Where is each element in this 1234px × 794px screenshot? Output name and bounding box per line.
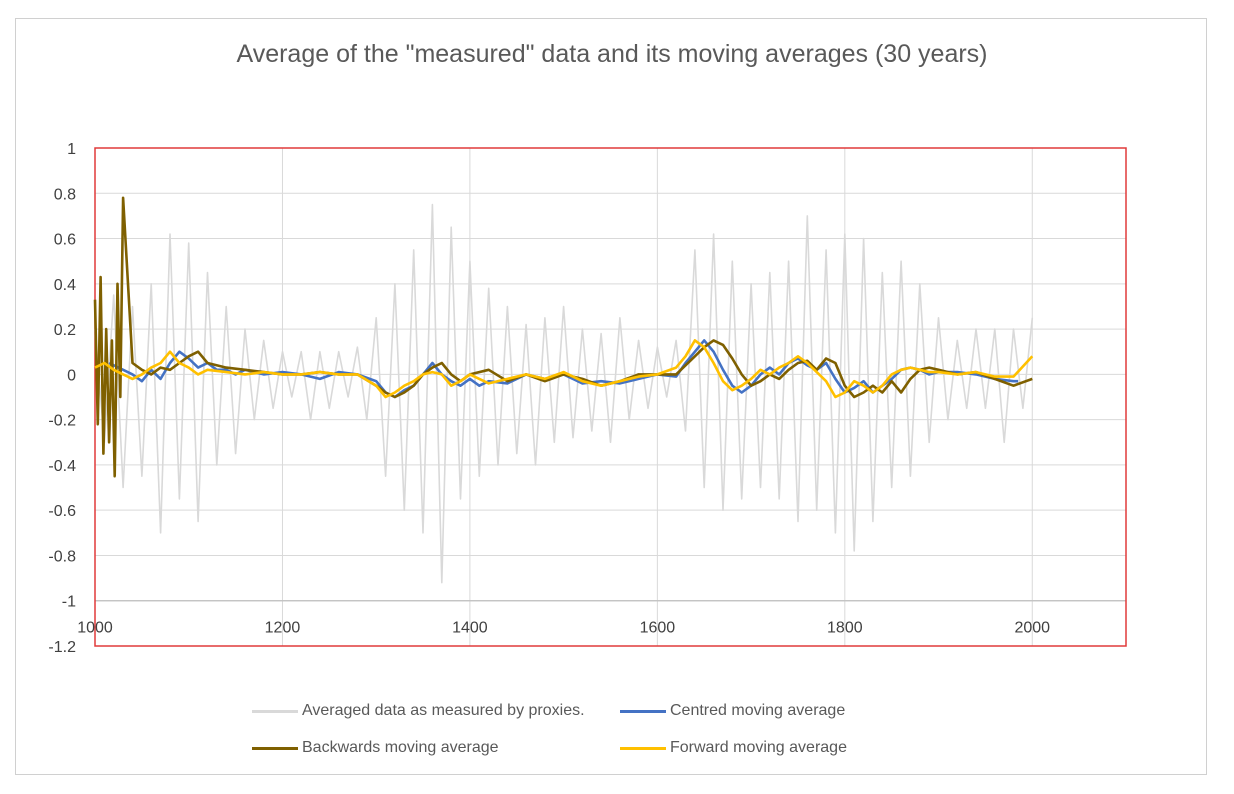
x-axis-ticks: 1000 1200 1400 1600 1800 2000: [77, 620, 1050, 637]
y-tick-label: -0.8: [48, 548, 76, 565]
y-tick-label: 0: [67, 367, 76, 384]
y-tick-label: 1: [67, 141, 76, 158]
y-tick-label: 0.4: [54, 277, 76, 294]
series-layer: [93, 196, 1034, 584]
x-tick-label: 2000: [1014, 620, 1050, 637]
x-tick-label: 1800: [827, 620, 863, 637]
y-tick-label: 0.6: [54, 232, 76, 249]
y-tick-label: -0.4: [48, 458, 76, 475]
chart-title: Average of the "measured" data and its m…: [236, 40, 988, 68]
plot-area-border: [94, 147, 1127, 647]
y-tick-label: -0.6: [48, 503, 76, 520]
y-tick-label: -1.2: [48, 639, 76, 656]
y-tick-label: -1: [62, 594, 76, 611]
series-line-0: [94, 203, 1034, 584]
x-tick-label: 1400: [452, 620, 488, 637]
y-tick-label: -0.2: [48, 413, 76, 430]
series-line-2: [93, 196, 1033, 478]
x-tick-label: 1000: [77, 620, 113, 637]
y-axis-ticks: 1 0.8 0.6 0.4 0.2 0 -0.2 -0.4 -0.6 -0.8 -1 -1.2: [48, 141, 76, 656]
x-tick-label: 1600: [640, 620, 676, 637]
series-line-3: [94, 339, 1034, 399]
gridlines: [95, 148, 1126, 646]
x-tick-label: 1200: [265, 620, 301, 637]
y-tick-label: 0.8: [54, 186, 76, 203]
y-tick-label: 0.2: [54, 322, 76, 339]
